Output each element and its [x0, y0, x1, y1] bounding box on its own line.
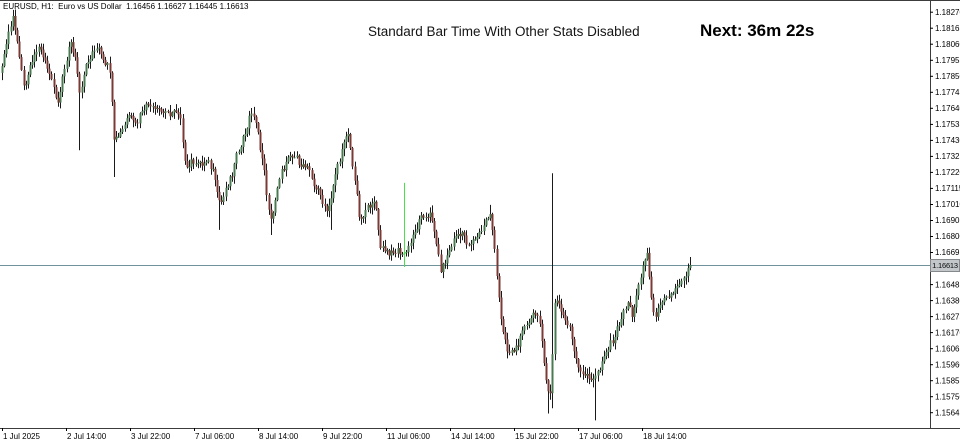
price-axis-label: 1.16695 [935, 248, 960, 257]
price-axis-label: 1.18060 [935, 40, 960, 49]
time-axis-label: 11 Jul 06:00 [387, 432, 431, 441]
price-axis-label: 1.15855 [935, 376, 960, 385]
time-axis[interactable]: 1 Jul 2025 2 Jul 14:00 3 Jul 22:00 7 Jul 06… [2, 428, 688, 441]
price-axis-label: 1.16800 [935, 232, 960, 241]
price-axis-label: 1.17325 [935, 152, 960, 161]
price-axis-label: 1.17850 [935, 72, 960, 81]
current-price-box: 1.16613 [930, 258, 960, 272]
price-axis-label: 1.15645 [935, 408, 960, 417]
price-axis-label: 1.15960 [935, 360, 960, 369]
time-axis-label: 7 Jul 06:00 [195, 432, 235, 441]
price-axis-label: 1.15750 [935, 392, 960, 401]
price-axis-label: 1.16170 [935, 328, 960, 337]
price-axis-label: 1.16905 [935, 216, 960, 225]
time-axis-label: 1 Jul 2025 [3, 432, 40, 441]
time-axis-label: 17 Jul 06:00 [579, 432, 623, 441]
price-axis-label: 1.17955 [935, 56, 960, 65]
price-axis[interactable]: 1.18270 1.18165 1.18060 1.17955 1.17850 1.177… [930, 8, 960, 418]
price-axis-label: 1.16380 [935, 296, 960, 305]
price-axis-label: 1.17010 [935, 200, 960, 209]
indicator-title: Standard Bar Time With Other Stats Disab… [368, 24, 640, 39]
time-axis-label: 15 Jul 22:00 [515, 432, 559, 441]
symbol-info: EURUSD, H1: Euro vs US Dollar 1.16456 1.… [3, 2, 249, 11]
price-axis-label: 1.16065 [935, 344, 960, 353]
axes-layer [0, 0, 960, 429]
candles-layer [1, 9, 692, 421]
time-axis-label: 2 Jul 14:00 [67, 432, 107, 441]
time-axis-label: 9 Jul 22:00 [323, 432, 363, 441]
price-axis-label: 1.16275 [935, 312, 960, 321]
time-axis-label: 18 Jul 14:00 [643, 432, 687, 441]
price-axis-label: 1.18165 [935, 24, 960, 33]
price-axis-label: 1.17640 [935, 104, 960, 113]
next-bar-timer: Next: 36m 22s [700, 21, 815, 40]
time-axis-label: 14 Jul 14:00 [451, 432, 495, 441]
price-axis-label: 1.16485 [935, 280, 960, 289]
price-axis-label: 1.17115 [935, 184, 960, 193]
price-axis-label: 1.17430 [935, 136, 960, 145]
time-axis-label: 8 Jul 14:00 [259, 432, 299, 441]
price-axis-label: 1.17745 [935, 88, 960, 97]
price-axis-label: 1.17220 [935, 168, 960, 177]
price-axis-label: 1.18270 [935, 8, 960, 17]
time-axis-label: 3 Jul 22:00 [131, 432, 171, 441]
price-axis-label: 1.17535 [935, 120, 960, 129]
